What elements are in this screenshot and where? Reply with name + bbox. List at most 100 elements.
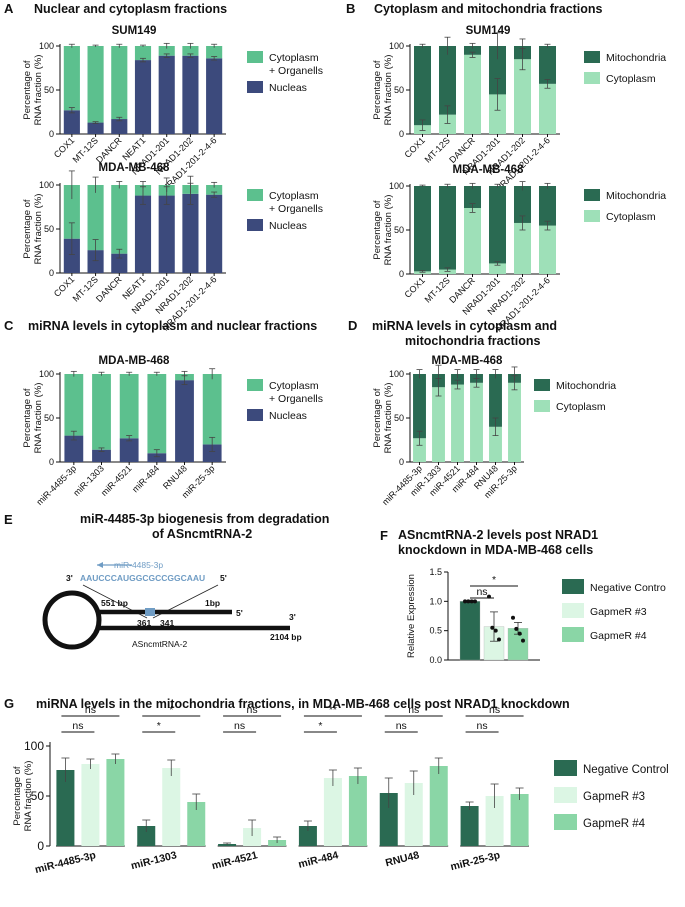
bar-cytoplasm	[470, 382, 483, 462]
bar-cytoplasm_organelles	[147, 374, 167, 454]
significance-label: ns	[234, 720, 245, 732]
bar-gapmer3	[162, 768, 181, 846]
bar-neg_ctrl	[459, 601, 481, 661]
pos-551-label: 551 bp	[101, 598, 128, 608]
data-point	[517, 631, 522, 636]
y-tick-label: 0	[399, 457, 404, 467]
bar-nucleus	[111, 119, 128, 134]
bar-nucleus	[175, 380, 194, 462]
y-axis-label-line: Percentage of	[372, 60, 383, 120]
bar-gapmer4	[187, 802, 206, 846]
y-tick-label: 50	[44, 85, 54, 95]
y-axis-label-line: RNA fraction (%)	[33, 55, 44, 126]
bar-neg_ctrl	[137, 826, 156, 846]
bar-mitochondria	[489, 46, 506, 95]
y-tick-label: 100	[39, 369, 54, 379]
y-axis-label-line: Relative Expression	[406, 574, 417, 658]
panel-title-f-line2: knockdown in MDA-MB-468 cells	[398, 543, 593, 557]
legend-swatch	[584, 72, 600, 84]
bar-cytoplasm	[508, 382, 521, 462]
y-tick-label: 50	[394, 413, 404, 423]
group-label: miR-1303	[130, 849, 178, 872]
panel-title-a: Nuclear and cytoplasm fractions	[34, 2, 227, 16]
bar-neg_ctrl	[460, 806, 479, 846]
x-tick-label: miR-484	[130, 463, 161, 494]
seq-5prime-label: 5'	[220, 573, 227, 583]
pos-361-label: 361	[137, 618, 151, 628]
significance-label: ns	[477, 720, 488, 732]
bar-gapmer4	[106, 759, 125, 846]
panel-letter-c: C	[4, 318, 14, 333]
bar-nucleus	[63, 238, 80, 273]
legend-swatch	[562, 579, 584, 594]
y-axis-label-line: RNA fraction (%)	[383, 383, 394, 454]
bar-nucleus	[134, 195, 152, 273]
bar-nucleus	[202, 444, 222, 462]
arrow-head-icon	[97, 562, 103, 568]
legend-swatch	[534, 400, 550, 412]
legend-label: Nucleas	[269, 82, 307, 94]
bar-cytoplasm	[514, 59, 531, 135]
bar-cytoplasm_organelles	[206, 46, 223, 59]
legend-label: GapmeR #3	[583, 791, 645, 803]
bar-nucleus	[87, 250, 104, 273]
bar-mitochondria	[539, 186, 556, 226]
chart-title: SUM149	[112, 25, 157, 37]
y-tick-label: 50	[31, 789, 45, 803]
bar-gapmer3	[404, 783, 423, 846]
data-point	[490, 625, 495, 630]
y-axis-label: Percentage ofRNA fraction (%)	[22, 383, 44, 454]
x-tick-label: MT-12S	[423, 275, 452, 304]
legend-label: Mitochondria	[556, 380, 616, 392]
significance-label: ns	[72, 720, 83, 732]
data-point	[466, 599, 471, 604]
x-tick-label: DANCR	[94, 274, 124, 304]
legend-swatch	[247, 51, 263, 63]
significance-label: ns	[247, 704, 258, 716]
legend-label: + Organells	[269, 203, 323, 215]
bar-gapmer4	[510, 794, 529, 846]
strand-5prime-end: 5'	[236, 608, 243, 618]
legend-label: Negative Contro	[590, 582, 666, 594]
y-tick-label: 0	[49, 457, 54, 467]
bar-cytoplasm	[539, 225, 556, 274]
bar-mitochondria	[464, 186, 481, 208]
mirna-site-marker	[145, 608, 155, 616]
legend-swatch	[562, 603, 584, 618]
bar-gapmer3	[323, 778, 342, 846]
significance-label: ns	[396, 720, 407, 732]
pos-341-label: 341	[160, 618, 174, 628]
bar-cytoplasm	[413, 438, 426, 462]
bar-mitochondria	[439, 46, 456, 115]
legend-swatch	[247, 81, 263, 93]
bar-nucleus	[206, 58, 223, 134]
bar-nucleus	[147, 453, 167, 462]
legend-swatch	[554, 760, 577, 776]
bar-cytoplasm_organelles	[87, 185, 104, 251]
y-axis-label: Percentage ofRNA fraction (%)	[22, 194, 44, 265]
bar-nucleus	[87, 122, 104, 134]
bar-gapmer3	[81, 764, 100, 846]
legend-label: Mitochondria	[606, 52, 666, 64]
data-point	[514, 626, 519, 631]
bar-cytoplasm	[464, 208, 481, 274]
legend-swatch	[247, 189, 263, 201]
bar-nucleus	[182, 193, 199, 273]
bar-nucleus	[111, 253, 128, 273]
bar-neg_ctrl	[379, 793, 398, 846]
bar-cytoplasm	[439, 114, 456, 134]
legend-swatch	[584, 51, 600, 63]
bar-mitochondria	[451, 374, 464, 385]
y-axis-label-line: RNA fraction (%)	[33, 194, 44, 265]
mirna-label: miR-4485-3p	[114, 560, 163, 570]
panel-title-g: miRNA levels in the mitochondria fractio…	[36, 697, 570, 711]
y-axis-label: Relative Expression	[406, 574, 417, 658]
panel-title-e-line1: miR-4485-3p biogenesis from degradation	[80, 512, 329, 526]
legend-label: GapmeR #4	[590, 630, 647, 642]
bar-mitochondria	[514, 186, 531, 223]
bar-nucleus	[158, 195, 175, 273]
y-axis-label-line: Percentage of	[22, 60, 33, 120]
bar-nucleus	[182, 55, 199, 134]
legend-label: Mitochondria	[606, 190, 666, 202]
data-point	[493, 628, 498, 633]
